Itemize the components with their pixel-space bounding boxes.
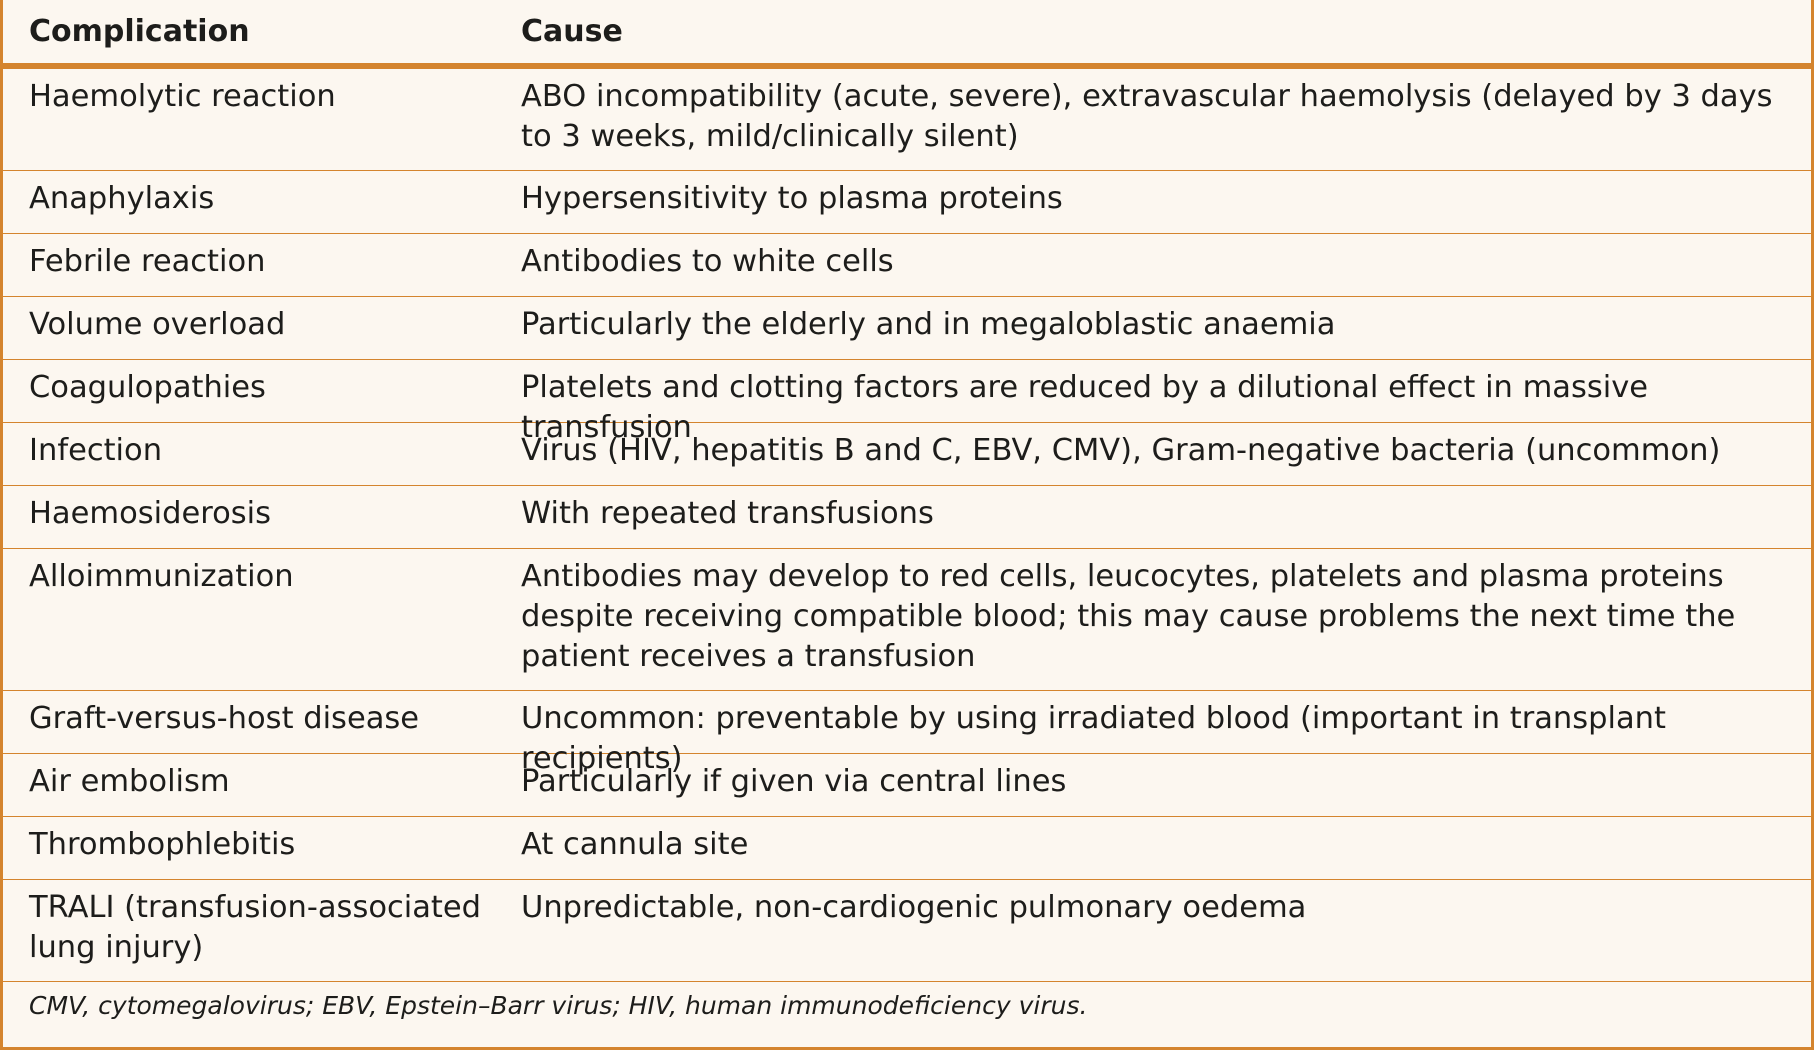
complication-cell: Volume overload xyxy=(29,307,286,342)
cause-cell: Hypersensitivity to plasma proteins xyxy=(521,181,1063,216)
complication-cell: Infection xyxy=(29,433,163,468)
complication-cell: Haemolytic reaction xyxy=(29,79,336,114)
complication-cell: TRALI (transfusion-associated lung injur… xyxy=(29,890,482,965)
table-row: TRALI (transfusion-associated lung injur… xyxy=(3,880,1811,982)
cause-cell: Unpredictable, non-cardiogenic pulmonary… xyxy=(521,890,1307,925)
complication-cell: Air embolism xyxy=(29,764,230,799)
complication-cell: Graft-versus-host disease xyxy=(29,701,420,736)
table-row: Thrombophlebitis At cannula site xyxy=(3,817,1811,880)
cause-cell: Antibodies may develop to red cells, leu… xyxy=(521,559,1736,674)
cause-cell: With repeated transfusions xyxy=(521,496,934,531)
cause-cell: Antibodies to white cells xyxy=(521,244,894,279)
cause-cell: Platelets and clotting factors are reduc… xyxy=(521,370,1649,445)
table-footnote: CMV, cytomegalovirus; EBV, Epstein–Barr … xyxy=(29,991,1088,1020)
table-row: Graft-versus-host disease Uncommon: prev… xyxy=(3,691,1811,776)
table-row: Alloimmunization Antibodies may develop … xyxy=(3,549,1811,691)
header-cause: Cause xyxy=(521,14,623,49)
table-row: Infection Virus (HIV, hepatitis B and C,… xyxy=(3,423,1811,486)
table-row: Haemolytic reaction ABO incompatibility … xyxy=(3,69,1811,171)
cause-cell: Particularly if given via central lines xyxy=(521,764,1067,799)
complication-cell: Haemosiderosis xyxy=(29,496,272,531)
table-row: Haemosiderosis With repeated transfusion… xyxy=(3,486,1811,549)
table-header-row: Complication Cause xyxy=(3,0,1811,69)
complication-cell: Coagulopathies xyxy=(29,370,266,405)
table-row: Volume overload Particularly the elderly… xyxy=(3,297,1811,360)
cause-cell: At cannula site xyxy=(521,827,749,862)
header-complication: Complication xyxy=(29,14,250,49)
complication-cell: Febrile reaction xyxy=(29,244,266,279)
complication-cell: Thrombophlebitis xyxy=(29,827,296,862)
cause-cell: Uncommon: preventable by using irradiate… xyxy=(521,701,1666,776)
cause-cell: Virus (HIV, hepatitis B and C, EBV, CMV)… xyxy=(521,433,1721,468)
cause-cell: ABO incompatibility (acute, severe), ext… xyxy=(521,79,1773,154)
complication-cell: Alloimmunization xyxy=(29,559,294,594)
cause-cell: Particularly the elderly and in megalobl… xyxy=(521,307,1336,342)
table-body: Haemolytic reaction ABO incompatibility … xyxy=(3,69,1811,982)
table-row: Air embolism Particularly if given via c… xyxy=(3,754,1811,817)
complication-cell: Anaphylaxis xyxy=(29,181,215,216)
table-row: Coagulopathies Platelets and clotting fa… xyxy=(3,360,1811,445)
table-row: Febrile reaction Antibodies to white cel… xyxy=(3,234,1811,297)
table-row: Anaphylaxis Hypersensitivity to plasma p… xyxy=(3,171,1811,234)
